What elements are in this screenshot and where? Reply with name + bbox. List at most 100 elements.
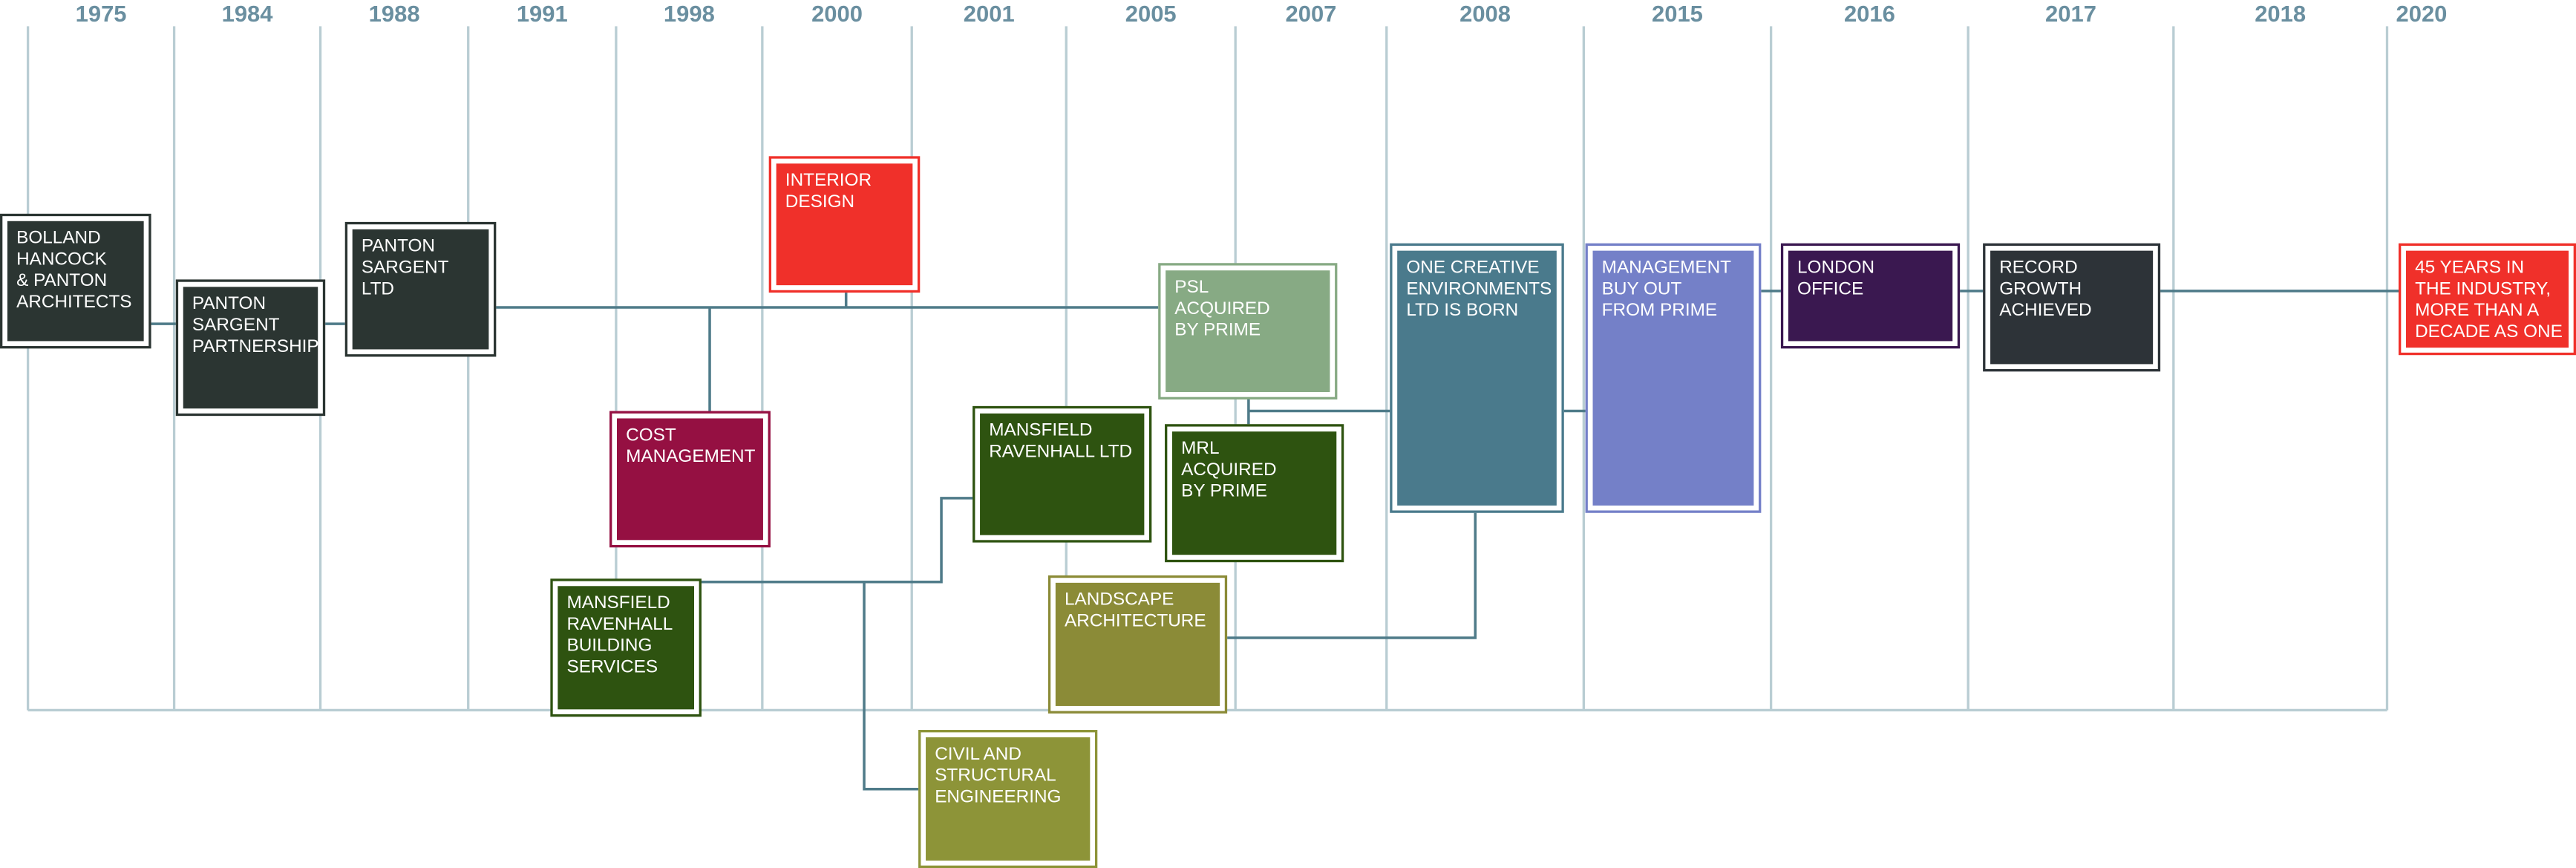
milestone-label: PANTON	[362, 236, 435, 256]
milestone-label: GROWTH	[1999, 278, 2082, 298]
milestone-label: ACHIEVED	[1999, 300, 2091, 320]
milestone-label: ARCHITECTURE	[1065, 611, 1206, 631]
year-label: 2017	[2045, 1, 2096, 27]
milestone-label: ENGINEERING	[935, 786, 1061, 806]
year-label: 2005	[1125, 1, 1177, 27]
year-label: 1984	[222, 1, 274, 27]
milestone-label: INTERIOR	[785, 170, 872, 190]
milestone-label: RAVENHALL LTD	[989, 441, 1132, 461]
milestone-label: PARTNERSHIP	[192, 336, 319, 356]
milestone-frame	[1160, 265, 1336, 397]
milestone-label: RECORD	[1999, 258, 2077, 278]
milestone-label: PANTON	[192, 293, 266, 313]
milestone-frame	[1050, 578, 1225, 711]
milestone-label: BUILDING	[566, 636, 652, 656]
milestone-label: 45 YEARS IN	[2415, 258, 2524, 278]
milestone-label: & PANTON	[16, 270, 107, 290]
milestone-label: BOLLAND	[16, 228, 101, 248]
milestone-box	[175, 279, 326, 417]
milestone-box	[1390, 243, 1564, 513]
milestone-box	[1165, 424, 1344, 563]
milestone-frame	[771, 158, 918, 290]
milestone-box	[972, 405, 1152, 543]
year-label: 1991	[517, 1, 568, 27]
milestone-label: SARGENT	[362, 258, 449, 278]
milestone-label: ARCHITECTS	[16, 292, 131, 312]
milestone-frame	[178, 281, 323, 414]
milestone-label: BY PRIME	[1174, 320, 1261, 340]
milestone-label: LANDSCAPE	[1065, 590, 1174, 610]
year-label: 2018	[2255, 1, 2306, 27]
milestone-box	[1158, 263, 1338, 400]
milestone-label: SARGENT	[192, 315, 280, 335]
milestone-frame	[921, 732, 1095, 866]
milestone-box	[1983, 243, 2161, 372]
year-label: 1998	[664, 1, 715, 27]
milestone-box	[1585, 243, 1762, 513]
year-label: 2000	[811, 1, 863, 27]
milestone-frame	[2401, 245, 2574, 353]
milestone-label: PSL	[1174, 277, 1209, 297]
milestone-label: LTD	[362, 278, 394, 298]
milestone-box	[1780, 243, 1961, 349]
milestone-label: CIVIL AND	[935, 744, 1021, 764]
year-label: 1988	[369, 1, 420, 27]
milestone-label: BY PRIME	[1181, 481, 1267, 501]
milestone-label: ONE CREATIVE	[1406, 258, 1539, 278]
milestone-label: HANCOCK	[16, 249, 107, 269]
milestone-label: MORE THAN A	[2415, 300, 2540, 320]
milestone-frame	[612, 413, 768, 545]
milestone-label: LTD IS BORN	[1406, 300, 1518, 320]
milestone-label: OFFICE	[1797, 278, 1863, 298]
milestone-frame	[1587, 245, 1759, 511]
milestone-label: MANAGEMENT	[626, 446, 755, 466]
milestone-frame	[2, 216, 149, 347]
milestone-label: MANSFIELD	[989, 420, 1092, 440]
milestone-label: RAVENHALL	[566, 614, 673, 634]
milestone-box	[1047, 575, 1228, 714]
milestone-label: DESIGN	[785, 192, 854, 212]
milestone-label: MRL	[1181, 438, 1219, 458]
milestone-label: MANAGEMENT	[1602, 258, 1731, 278]
milestone-label: COST	[626, 425, 676, 445]
year-label: 2008	[1459, 1, 1511, 27]
year-label: 2020	[2396, 1, 2448, 27]
milestone-box	[2398, 243, 2576, 356]
milestone-box	[344, 221, 497, 357]
milestone-label: BUY OUT	[1602, 278, 1682, 298]
milestone-frame	[552, 581, 699, 714]
year-label: 2007	[1286, 1, 1337, 27]
milestone-frame	[1392, 245, 1562, 511]
year-label: 1975	[76, 1, 127, 27]
milestone-box	[550, 578, 702, 717]
milestone-frame	[975, 408, 1150, 541]
milestone-frame	[1783, 245, 1958, 347]
milestone-label: ENVIRONMENTS	[1406, 278, 1552, 298]
milestone-label: DECADE AS ONE	[2415, 322, 2563, 342]
year-label: 2016	[1844, 1, 1895, 27]
milestone-box	[0, 213, 151, 349]
milestone-box	[918, 730, 1098, 868]
year-label: 2015	[1652, 1, 1703, 27]
milestone-label: STRUCTURAL	[935, 766, 1056, 786]
milestone-label: FROM PRIME	[1602, 300, 1717, 320]
year-label: 2001	[964, 1, 1015, 27]
milestone-label: MANSFIELD	[566, 593, 670, 613]
milestone-label: LONDON	[1797, 258, 1874, 278]
